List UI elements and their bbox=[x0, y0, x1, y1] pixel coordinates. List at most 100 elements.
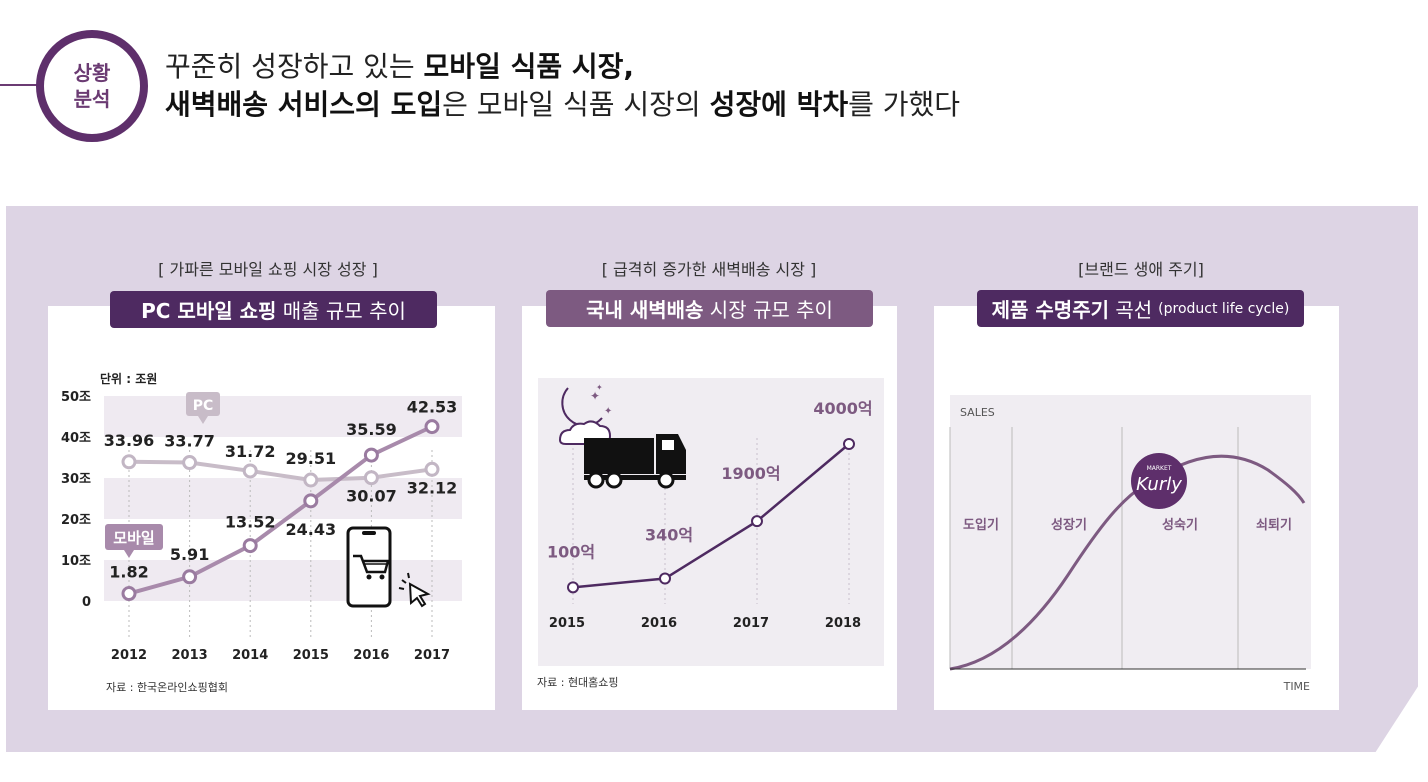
mobile-data-point bbox=[182, 569, 198, 585]
title-bold: 국내 새벽배송 bbox=[586, 298, 704, 322]
badge-line-1: 상황 bbox=[73, 61, 111, 85]
gridband bbox=[104, 478, 462, 519]
header-accent-line bbox=[0, 84, 40, 86]
pc-data-point bbox=[303, 472, 319, 488]
title-bold: 제품 수명주기 bbox=[991, 298, 1109, 322]
unit-label: 단위 : 조원 bbox=[100, 371, 157, 386]
delivery-data-label: 4000억 bbox=[813, 399, 872, 418]
title-small: (product life cycle) bbox=[1158, 300, 1290, 317]
middle-source: 자료 : 현대홈쇼핑 bbox=[537, 676, 619, 689]
x-tick-label: 2016 bbox=[641, 616, 677, 631]
pc-series-line bbox=[128, 459, 433, 483]
left-chart-title: PC 모바일 쇼핑 매출 규모 추이 bbox=[110, 291, 437, 328]
headline-emphasis: 모바일 식품 시장, bbox=[423, 50, 635, 83]
right-chart-title: 제품 수명주기 곡선 (product life cycle) bbox=[977, 290, 1304, 327]
gridband bbox=[104, 396, 462, 437]
mobile-series-line bbox=[128, 424, 433, 596]
left-source: 자료 : 한국온라인쇼핑협회 bbox=[106, 681, 229, 694]
badge-line-2: 분석 bbox=[73, 87, 111, 111]
y-tick-label: 50조 bbox=[61, 390, 91, 405]
gridband bbox=[104, 560, 462, 601]
pc-data-point bbox=[424, 461, 440, 477]
pc-data-label: 29.51 bbox=[285, 449, 336, 468]
mobile-legend-tag: 모바일 bbox=[105, 524, 163, 558]
delivery-data-label: 1900억 bbox=[721, 464, 780, 483]
chart-background bbox=[950, 395, 1311, 669]
x-tick-label: 2017 bbox=[733, 616, 769, 631]
headline-text: 꾸준히 성장하고 있는 bbox=[165, 50, 424, 83]
mobile-data-point bbox=[424, 419, 440, 435]
headline-text: 은 모바일 식품 시장의 bbox=[442, 88, 710, 121]
mobile-data-point bbox=[121, 586, 137, 602]
pc-data-label: 33.96 bbox=[104, 431, 155, 450]
right-caption: [브랜드 생애 주기] bbox=[1078, 260, 1204, 279]
stage-label: 쇠퇴기 bbox=[1256, 517, 1292, 533]
logo-script-text: Kurly bbox=[1136, 474, 1182, 495]
left-caption: [ 가파른 모바일 쇼핑 시장 성장 ] bbox=[158, 260, 378, 279]
mobile-data-point bbox=[363, 447, 379, 463]
pc-data-point bbox=[363, 470, 379, 486]
pc-legend-label: PC bbox=[193, 398, 214, 414]
x-tick-label: 2015 bbox=[549, 616, 585, 631]
mobile-data-point bbox=[303, 493, 319, 509]
mobile-legend-label: 모바일 bbox=[113, 529, 154, 547]
pc-data-label: 32.12 bbox=[407, 478, 458, 497]
mobile-data-label: 5.91 bbox=[170, 545, 209, 564]
headline-emphasis: 성장에 박차 bbox=[709, 88, 849, 121]
headline: 꾸준히 성장하고 있는 모바일 식품 시장, 새벽배송 서비스의 도입은 모바일… bbox=[165, 48, 960, 124]
x-tick-label: 2017 bbox=[414, 648, 450, 663]
stage-label: 성장기 bbox=[1051, 517, 1087, 533]
pc-data-point bbox=[182, 455, 198, 471]
headline-emphasis: 새벽배송 서비스의 도입 bbox=[165, 88, 443, 121]
delivery-data-point bbox=[567, 581, 579, 594]
headline-line-1: 꾸준히 성장하고 있는 모바일 식품 시장, bbox=[165, 48, 960, 86]
pc-data-point bbox=[242, 463, 258, 479]
x-tick-label: 2016 bbox=[353, 648, 389, 663]
mobile-data-label: 35.59 bbox=[346, 420, 397, 439]
delivery-data-label: 340억 bbox=[645, 526, 693, 545]
logo-top-text: MARKET bbox=[1147, 465, 1172, 472]
pc-legend-tag: PC bbox=[186, 392, 220, 424]
x-tick-label: 2013 bbox=[172, 648, 208, 663]
title-thin: 시장 규모 추이 bbox=[703, 298, 833, 322]
x-tick-label: 2018 bbox=[825, 616, 861, 631]
title-thin: 곡선 bbox=[1109, 298, 1153, 322]
delivery-data-label: 100억 bbox=[547, 542, 595, 561]
dawn-delivery-market-chart: ✦ ✦ ✦ 100억 340억 1900억 4000억 2015 2016 2017 201… bbox=[538, 378, 884, 666]
mobile-data-label: 24.43 bbox=[285, 520, 336, 539]
pc-data-label: 30.07 bbox=[346, 487, 397, 506]
market-kurly-logo: MARKET Kurly bbox=[1131, 453, 1187, 509]
mobile-data-point bbox=[242, 538, 258, 554]
delivery-data-point bbox=[843, 438, 855, 450]
middle-chart-title: 국내 새벽배송 시장 규모 추이 bbox=[546, 290, 873, 327]
headline-text: 를 가했다 bbox=[848, 88, 961, 121]
stage-label: 성숙기 bbox=[1162, 518, 1198, 533]
title-thin: 매출 규모 추이 bbox=[276, 299, 406, 323]
y-tick-label: 0 bbox=[82, 595, 91, 610]
x-tick-label: 2015 bbox=[293, 648, 329, 663]
middle-caption: [ 급격히 증가한 새벽배송 시장 ] bbox=[601, 260, 817, 279]
pc-data-point bbox=[121, 454, 137, 470]
smartphone-cart-icon bbox=[346, 526, 431, 608]
x-tick-label: 2012 bbox=[111, 648, 147, 663]
delivery-data-point bbox=[751, 515, 763, 528]
mobile-data-label: 1.82 bbox=[109, 563, 148, 582]
mobile-data-label: 42.53 bbox=[407, 398, 458, 417]
mobile-data-label: 13.52 bbox=[225, 513, 276, 532]
y-tick-label: 20조 bbox=[61, 513, 91, 528]
pc-data-label: 33.77 bbox=[164, 432, 215, 451]
pc-data-label: 31.72 bbox=[225, 442, 276, 461]
y-tick-label: 40조 bbox=[61, 431, 91, 446]
delivery-data-point bbox=[659, 572, 671, 585]
headline-line-2: 새벽배송 서비스의 도입은 모바일 식품 시장의 성장에 박차를 가했다 bbox=[165, 86, 960, 124]
svg-text:✦: ✦ bbox=[596, 383, 603, 392]
x-axis-label: TIME bbox=[1283, 680, 1310, 693]
title-bold: PC 모바일 쇼핑 bbox=[141, 299, 277, 323]
y-tick-label: 30조 bbox=[61, 472, 91, 487]
y-tick-label: 10조 bbox=[61, 554, 91, 569]
x-tick-label: 2014 bbox=[232, 648, 268, 663]
y-axis-label: SALES bbox=[960, 406, 995, 419]
truck-icon bbox=[584, 434, 686, 489]
product-life-cycle-chart: SALES 도입기 성장기 성숙기 쇠퇴기 TIME MARKET Kurly bbox=[949, 395, 1311, 693]
delivery-series-line bbox=[572, 443, 850, 589]
